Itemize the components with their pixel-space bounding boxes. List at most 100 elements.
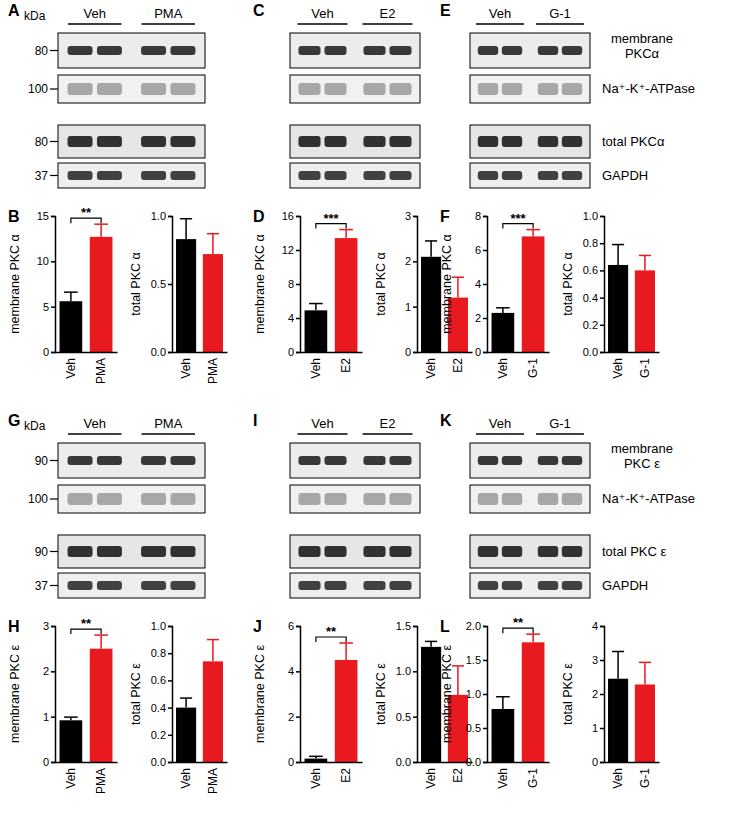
bar	[421, 647, 441, 762]
y-tick-label: 4	[475, 278, 481, 290]
error-bar-stem	[532, 634, 534, 642]
blot-band	[502, 136, 522, 147]
group-label: Veh	[84, 416, 106, 431]
error-bar-cap	[64, 716, 78, 718]
x-tick-label: G-1	[526, 768, 540, 788]
y-axis-title: total PKC ε	[374, 663, 388, 725]
x-tick: PMA	[94, 352, 108, 384]
blot-panel: VehE2	[290, 416, 420, 598]
y-tick-mark	[51, 762, 55, 764]
group-line	[536, 23, 584, 25]
y-tick-mark	[600, 762, 604, 764]
error-bar-cap	[526, 229, 540, 231]
x-axis: VehG-1	[488, 352, 550, 379]
blot-band	[562, 546, 582, 557]
panel-label: A	[8, 2, 20, 19]
plot-area	[421, 641, 468, 762]
y-tick: 0	[592, 756, 604, 768]
plot-area	[492, 230, 545, 352]
significance: ***	[503, 211, 533, 229]
y-tick-label: 1.0	[396, 665, 411, 677]
y-axis-line	[51, 627, 56, 763]
y-axis-title: total PKC α	[374, 252, 388, 316]
y-tick-label: 0	[288, 756, 294, 768]
blot-panel: VehPMAkDa801008037	[24, 6, 205, 188]
panel-label: B	[8, 208, 20, 225]
y-axis: 0246	[288, 620, 301, 768]
blot-band	[97, 581, 122, 590]
blot-band	[97, 456, 122, 465]
y-tick-mark	[51, 671, 55, 673]
blot-band	[170, 581, 195, 590]
y-axis: 0123	[405, 210, 418, 358]
blot-strip	[290, 573, 420, 598]
y-tick: 2	[475, 312, 487, 324]
blot-band	[97, 546, 122, 557]
x-tick-label: Veh	[611, 768, 625, 789]
x-tick: Veh	[64, 762, 78, 789]
y-axis: 0.00.51.01.52.0	[466, 620, 488, 768]
y-tick-label: 0.4	[151, 702, 166, 714]
blot-band	[298, 171, 320, 180]
y-tick: 1.0	[583, 210, 604, 222]
y-tick: 6	[475, 244, 487, 256]
y-axis: 051015	[37, 210, 56, 358]
plot-area	[492, 634, 545, 762]
y-tick: 1.5	[396, 620, 417, 632]
y-tick-mark	[600, 660, 604, 662]
y-tick-mark	[600, 626, 604, 628]
x-tick-label: E2	[339, 768, 353, 783]
row-label: GAPDH	[602, 578, 648, 593]
bar-chart: 02468VehG-1membrane PKC α***	[440, 210, 550, 379]
row-label-line: PKC ε	[624, 456, 660, 471]
y-axis: 0.00.51.01.5	[396, 620, 418, 768]
error-bar-stem	[430, 641, 432, 646]
blot-band	[141, 136, 166, 147]
x-tick-label: Veh	[179, 358, 193, 379]
blot-strip	[58, 33, 205, 68]
bar	[335, 660, 358, 762]
blot-strip	[290, 125, 420, 158]
blot-strip	[470, 573, 590, 598]
y-tick: 1.0	[151, 210, 172, 222]
blot-strip	[290, 485, 420, 513]
y-tick: 0	[288, 756, 300, 768]
x-axis-line	[605, 352, 660, 354]
row-label-line: total PKCα	[602, 134, 665, 149]
y-tick-label: 3	[592, 654, 598, 666]
x-axis: VehPMA	[56, 762, 118, 794]
bar	[203, 661, 223, 762]
y-tick: 6	[288, 620, 300, 632]
panel-label: E	[440, 2, 451, 19]
group-line	[68, 23, 121, 25]
bar	[492, 709, 515, 762]
bar	[305, 759, 328, 762]
y-tick: 4	[475, 278, 487, 290]
y-tick-label: 2	[405, 255, 411, 267]
bar	[176, 708, 196, 762]
error-bar-cap	[94, 634, 108, 636]
y-tick-mark	[483, 660, 487, 662]
blot-band	[324, 546, 346, 557]
y-tick-mark	[168, 653, 172, 655]
blot-band	[298, 83, 320, 95]
y-tick-label: 16	[282, 210, 294, 222]
y-tick-label: 0	[475, 346, 481, 358]
y-tick-label: 8	[288, 278, 294, 290]
blot-strip	[58, 485, 205, 513]
panel-label: C	[253, 2, 265, 19]
blot-band	[538, 546, 558, 557]
blot-band	[324, 581, 346, 590]
group-label: G-1	[549, 6, 571, 21]
error-bar	[64, 292, 78, 301]
group-line	[142, 23, 195, 25]
x-tick: Veh	[424, 352, 438, 379]
blot-strip	[470, 485, 590, 513]
x-tick: Veh	[64, 352, 78, 379]
error-bar	[496, 308, 510, 313]
y-axis-line	[168, 627, 173, 763]
blot-band	[170, 493, 195, 505]
y-tick-label: 2.0	[466, 620, 481, 632]
x-axis-line	[173, 352, 228, 354]
blot-band	[502, 493, 522, 505]
